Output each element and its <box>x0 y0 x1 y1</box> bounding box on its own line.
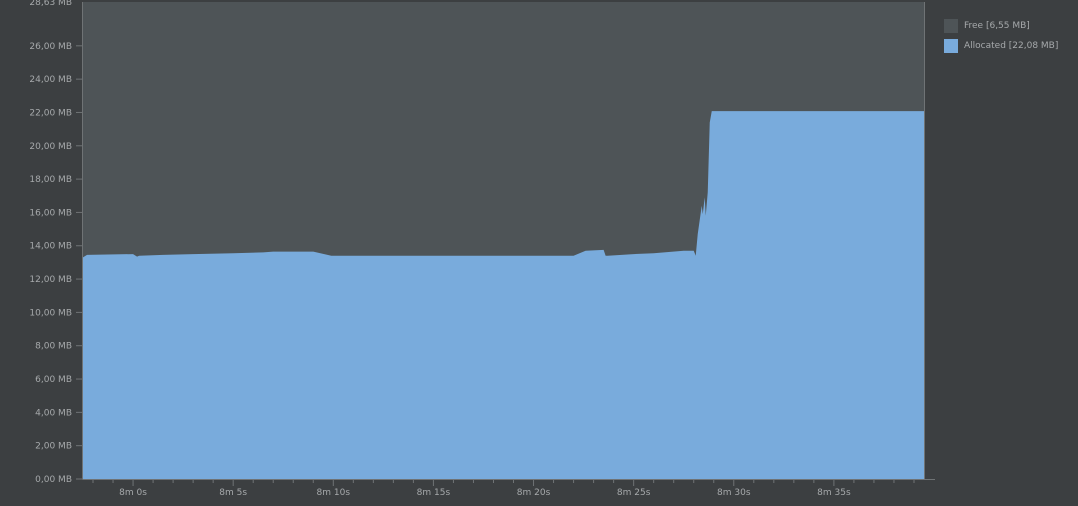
x-tick-label-6: 8m 30s <box>717 488 751 498</box>
legend: Free [6,55 MB] Allocated [22,08 MB] <box>944 16 1058 56</box>
y-tick-label-3: 6,00 MB <box>35 375 72 385</box>
y-tick-label-7: 14,00 MB <box>29 242 72 252</box>
y-tick-label-11: 22,00 MB <box>29 108 72 118</box>
x-tick-label-4: 8m 20s <box>517 488 551 498</box>
x-tick-label-2: 8m 10s <box>317 488 351 498</box>
y-tick-label-5: 10,00 MB <box>29 308 72 318</box>
y-tick-label-0: 0,00 MB <box>35 475 72 485</box>
y-tick-label-9: 18,00 MB <box>29 175 72 185</box>
y-tick-label-12: 24,00 MB <box>29 75 72 85</box>
legend-swatch-allocated <box>944 39 958 53</box>
x-tick-label-0: 8m 0s <box>119 488 147 498</box>
legend-item-allocated: Allocated [22,08 MB] <box>944 36 1058 56</box>
y-tick-label-8: 16,00 MB <box>29 208 72 218</box>
y-tick-label-4: 8,00 MB <box>35 342 72 352</box>
x-tick-label-7: 8m 35s <box>817 488 851 498</box>
y-tick-label-2: 4,00 MB <box>35 408 72 418</box>
y-tick-label-1: 2,00 MB <box>35 442 72 452</box>
legend-label-allocated: Allocated [22,08 MB] <box>964 41 1059 51</box>
x-tick-label-3: 8m 15s <box>417 488 451 498</box>
legend-label-free: Free [6,55 MB] <box>964 21 1030 31</box>
y-tick-label-6: 12,00 MB <box>29 275 72 285</box>
y-tick-label-10: 20,00 MB <box>29 142 72 152</box>
x-tick-label-5: 8m 25s <box>617 488 651 498</box>
y-tick-label-13: 26,00 MB <box>29 42 72 52</box>
x-tick-label-1: 8m 5s <box>219 488 247 498</box>
legend-item-free: Free [6,55 MB] <box>944 16 1058 36</box>
allocated-area <box>83 111 924 479</box>
y-max-label: 28,63 MB <box>29 0 72 8</box>
legend-swatch-free <box>944 19 958 33</box>
